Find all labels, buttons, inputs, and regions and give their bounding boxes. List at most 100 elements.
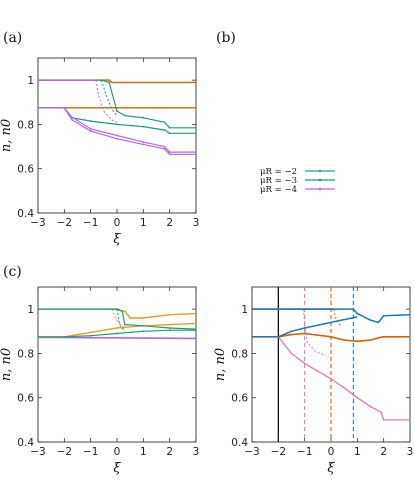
data-point (351, 317, 353, 319)
data-point (116, 332, 118, 335)
x-tick-label: 0 (328, 446, 335, 458)
data-point (356, 340, 359, 343)
x-tick-label: 0 (114, 446, 121, 458)
data-point (168, 126, 171, 129)
legend-marker (318, 169, 322, 173)
y-tick-label: 1 (27, 304, 34, 316)
data-point (142, 143, 145, 146)
y-tick-label: 0.8 (231, 348, 248, 360)
data-point (377, 321, 380, 324)
data-point (108, 79, 110, 82)
y-tick-label: 0.4 (17, 437, 34, 449)
x-tick-label: 0 (114, 217, 121, 229)
data-point (116, 123, 118, 126)
data-point (303, 327, 306, 329)
data-point (129, 317, 132, 319)
data-point (108, 81, 110, 84)
data-point (168, 151, 171, 154)
legend-marker (318, 187, 322, 191)
data-point (168, 132, 171, 135)
x-tick-label: 3 (193, 446, 200, 458)
data-point (163, 145, 166, 148)
data-point (290, 330, 293, 333)
legend: μR = −2μR = −3μR = −4 (260, 167, 335, 195)
data-point (142, 125, 145, 128)
x-tick-label: −2 (57, 217, 72, 229)
y-axis-label: n, n0 (0, 119, 14, 152)
data-point (89, 331, 92, 334)
y-tick-label: 0.4 (17, 208, 34, 220)
legend-label: μR = −2 (260, 167, 297, 177)
data-point (356, 396, 359, 399)
panel-label-a: (a) (3, 30, 22, 46)
data-point (356, 312, 359, 315)
series-line (302, 309, 326, 357)
data-point (124, 114, 126, 117)
series-line (38, 308, 197, 330)
panel-label-b: (b) (216, 30, 236, 46)
x-tick-label: 1 (140, 446, 147, 458)
x-tick-label: 2 (166, 217, 173, 229)
data-point (369, 405, 372, 408)
x-tick-label: −2 (271, 446, 286, 458)
series-line (100, 79, 118, 116)
data-point (316, 370, 319, 373)
data-point (142, 317, 145, 319)
data-point (277, 335, 280, 338)
data-point (116, 327, 118, 329)
data-point (290, 352, 293, 355)
series-line (95, 80, 118, 123)
data-point (121, 310, 124, 313)
x-tick-label: 3 (193, 217, 200, 229)
x-tick-label: −3 (244, 446, 259, 458)
data-point (116, 110, 118, 113)
data-point (168, 329, 171, 332)
x-tick-label: −1 (297, 446, 312, 458)
x-tick-label: −1 (83, 446, 98, 458)
data-point (168, 323, 171, 326)
y-tick-label: 0.6 (231, 393, 248, 405)
data-point (89, 120, 92, 123)
x-tick-label: 1 (354, 446, 361, 458)
data-point (343, 386, 346, 389)
panel-label-c: (c) (3, 264, 22, 280)
data-point (110, 81, 113, 84)
data-point (116, 137, 118, 140)
x-tick-label: 3 (407, 446, 414, 458)
y-tick-label: 0.4 (231, 437, 248, 449)
data-point (168, 313, 171, 316)
chart-a: −3 −2 −1 0 1 2 3 0.4 0.6 0.8 1 ξ n, n0 (0, 57, 200, 247)
data-point (142, 141, 145, 144)
x-tick-label: −1 (83, 217, 98, 229)
data-point (168, 153, 171, 156)
data-point (330, 335, 332, 338)
data-point (382, 335, 385, 338)
series-line (252, 336, 410, 421)
data-point (303, 332, 306, 335)
data-point (330, 377, 332, 380)
x-tick-label: −3 (30, 217, 45, 229)
x-tick-label: 1 (140, 217, 147, 229)
series-line (333, 308, 342, 328)
series-line (38, 107, 196, 153)
legend-marker (318, 178, 322, 182)
series-line (116, 309, 126, 332)
y-tick-label: 0.6 (17, 393, 34, 405)
data-point (382, 418, 385, 421)
data-point (343, 339, 346, 342)
data-point (163, 147, 166, 150)
y-axis-label: n, n0 (0, 348, 14, 381)
chart-c-left: −3 −2 −1 0 1 2 3 0.4 0.6 0.8 1 ξ n, n0 (0, 286, 200, 476)
series-line (38, 79, 196, 129)
x-tick-label: −3 (30, 446, 45, 458)
x-tick-label: 2 (380, 446, 387, 458)
y-tick-label: 1 (241, 304, 248, 316)
y-axis-label: n, n0 (213, 348, 228, 381)
data-point (89, 127, 92, 130)
x-tick-label: −2 (57, 446, 72, 458)
data-point (163, 121, 166, 124)
data-point (382, 314, 385, 317)
data-point (330, 321, 332, 324)
data-point (163, 129, 166, 131)
